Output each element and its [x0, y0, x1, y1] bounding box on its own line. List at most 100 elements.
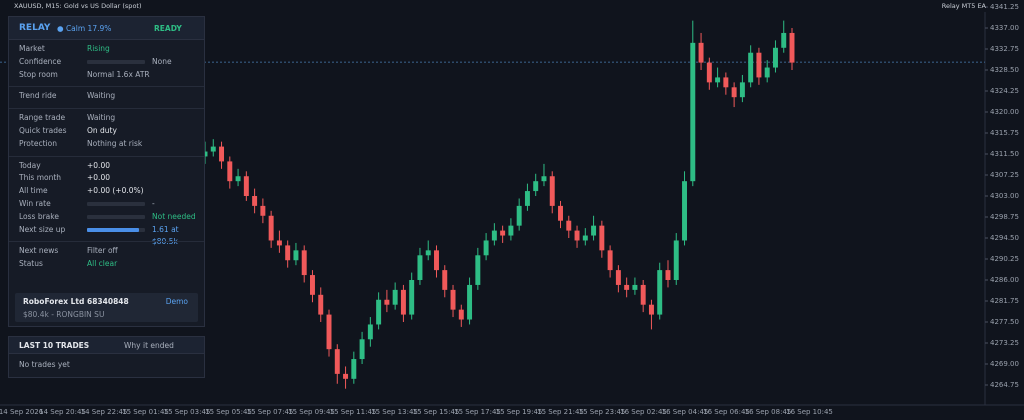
- row-label: Quick trades: [19, 125, 67, 135]
- candle-body: [781, 32, 787, 48]
- candle-body: [706, 62, 712, 83]
- row-label: Protection: [19, 138, 57, 148]
- x-tick-label: 15 Sep 23:45: [579, 408, 626, 416]
- candle-body: [599, 225, 605, 251]
- row-label: Win rate: [19, 198, 51, 208]
- candle-body: [549, 176, 555, 206]
- candle-body: [318, 294, 324, 315]
- progress-track: [87, 202, 145, 207]
- progress-fill: [87, 228, 140, 233]
- x-tick-label: 14 Sep 2026: [0, 408, 44, 416]
- row-label: Range trade: [19, 113, 66, 123]
- candle-body: [376, 299, 382, 325]
- row-value: Filter off: [87, 246, 118, 256]
- regime-text: Calm 17.9%: [65, 24, 112, 33]
- candle-body: [582, 235, 588, 241]
- candle-body: [243, 176, 249, 197]
- y-tick-label: 4286.00: [990, 276, 1019, 284]
- row-value: On duty: [87, 125, 117, 135]
- x-tick-label: 15 Sep 21:45: [537, 408, 584, 416]
- row-label: Loss brake: [19, 211, 59, 221]
- row-label: All time: [19, 186, 48, 196]
- candle-body: [400, 289, 406, 315]
- y-tick-label: 4328.50: [990, 66, 1019, 74]
- candle-body: [467, 284, 473, 320]
- row-value: Waiting: [87, 113, 116, 123]
- regime: ● Calm 17.9%: [57, 24, 112, 33]
- candle-body: [533, 181, 539, 192]
- status-row: Trend ride Waiting: [9, 86, 204, 103]
- row-value: Rising: [87, 44, 110, 53]
- y-tick-label: 4337.00: [990, 24, 1019, 32]
- candle-body: [715, 77, 721, 83]
- candle-body: [500, 230, 506, 236]
- row-label: Next size up: [19, 224, 66, 234]
- status-row: Next news Filter off: [9, 241, 204, 258]
- row-label: Status: [19, 259, 43, 269]
- status-row: Status All clear: [9, 258, 204, 271]
- candle-body: [343, 373, 349, 379]
- status-row: This month +0.00: [9, 172, 204, 185]
- account-card[interactable]: RoboForex Ltd 68340848 Demo $80.4k - RON…: [15, 293, 198, 322]
- candle-body: [235, 176, 241, 182]
- y-tick-label: 4273.25: [990, 339, 1019, 347]
- status-row: Range trade Waiting: [9, 108, 204, 125]
- status-row: Confidence None: [9, 56, 204, 69]
- candle-body: [483, 240, 489, 256]
- y-tick-label: 4324.25: [990, 87, 1019, 95]
- account-detail: $80.4k - RONGBIN SU: [23, 310, 105, 319]
- x-tick-label: 14 Sep 22:45: [81, 408, 128, 416]
- x-tick-label: 15 Sep 11:45: [330, 408, 377, 416]
- candle-body: [640, 284, 646, 305]
- candle-body: [475, 255, 481, 285]
- trades-column: Why it ended: [124, 341, 174, 350]
- candle-body: [417, 255, 423, 280]
- panel-header: RELAY ● Calm 17.9% READY: [9, 17, 204, 40]
- candle-body: [516, 205, 522, 226]
- candle-body: [731, 87, 737, 98]
- account-mode: Demo: [165, 297, 188, 306]
- row-value: +0.00: [87, 173, 110, 183]
- candle-body: [665, 270, 671, 280]
- candle-body: [276, 240, 282, 246]
- status-row: Quick trades On duty: [9, 125, 204, 138]
- y-tick-label: 4307.25: [990, 171, 1019, 179]
- candle-body: [392, 289, 398, 305]
- candle-body: [367, 324, 373, 340]
- candle-body: [682, 181, 688, 241]
- y-tick-label: 4332.75: [990, 45, 1019, 53]
- row-value: All clear: [87, 259, 118, 269]
- row-label: This month: [19, 173, 62, 183]
- candle-body: [434, 250, 439, 271]
- candle-body: [285, 245, 291, 261]
- candle-body: [756, 52, 762, 78]
- x-tick-label: 15 Sep 07:45: [247, 408, 294, 416]
- candle-body: [442, 270, 448, 290]
- x-tick-label: 16 Sep 08:45: [745, 408, 792, 416]
- y-tick-label: 4311.50: [990, 150, 1019, 158]
- status-row: Next size up 1.61 at $80.5k: [9, 224, 204, 247]
- y-tick-label: 4264.75: [990, 381, 1019, 389]
- candle-body: [764, 67, 770, 78]
- x-tick-label: 15 Sep 03:45: [164, 408, 211, 416]
- status-row: Win rate -: [9, 198, 204, 211]
- x-tick-label: 15 Sep 09:45: [288, 408, 335, 416]
- candle-body: [359, 339, 365, 360]
- row-value: -: [152, 198, 155, 208]
- trades-title: LAST 10 TRADES: [19, 341, 90, 350]
- candle-body: [351, 359, 357, 379]
- candle-body: [632, 284, 638, 290]
- candle-body: [591, 225, 597, 236]
- y-tick-label: 4320.00: [990, 108, 1019, 116]
- row-value: +0.00 (+0.0%): [87, 186, 144, 196]
- candle-body: [293, 250, 299, 261]
- candle-body: [657, 270, 663, 315]
- y-tick-label: 4290.25: [990, 255, 1019, 263]
- candle-body: [384, 299, 390, 305]
- candle-body: [739, 82, 745, 98]
- y-tick-label: 4298.75: [990, 213, 1019, 221]
- progress-track: [87, 60, 145, 65]
- x-tick-label: 16 Sep 10:45: [786, 408, 833, 416]
- candle-body: [789, 32, 795, 63]
